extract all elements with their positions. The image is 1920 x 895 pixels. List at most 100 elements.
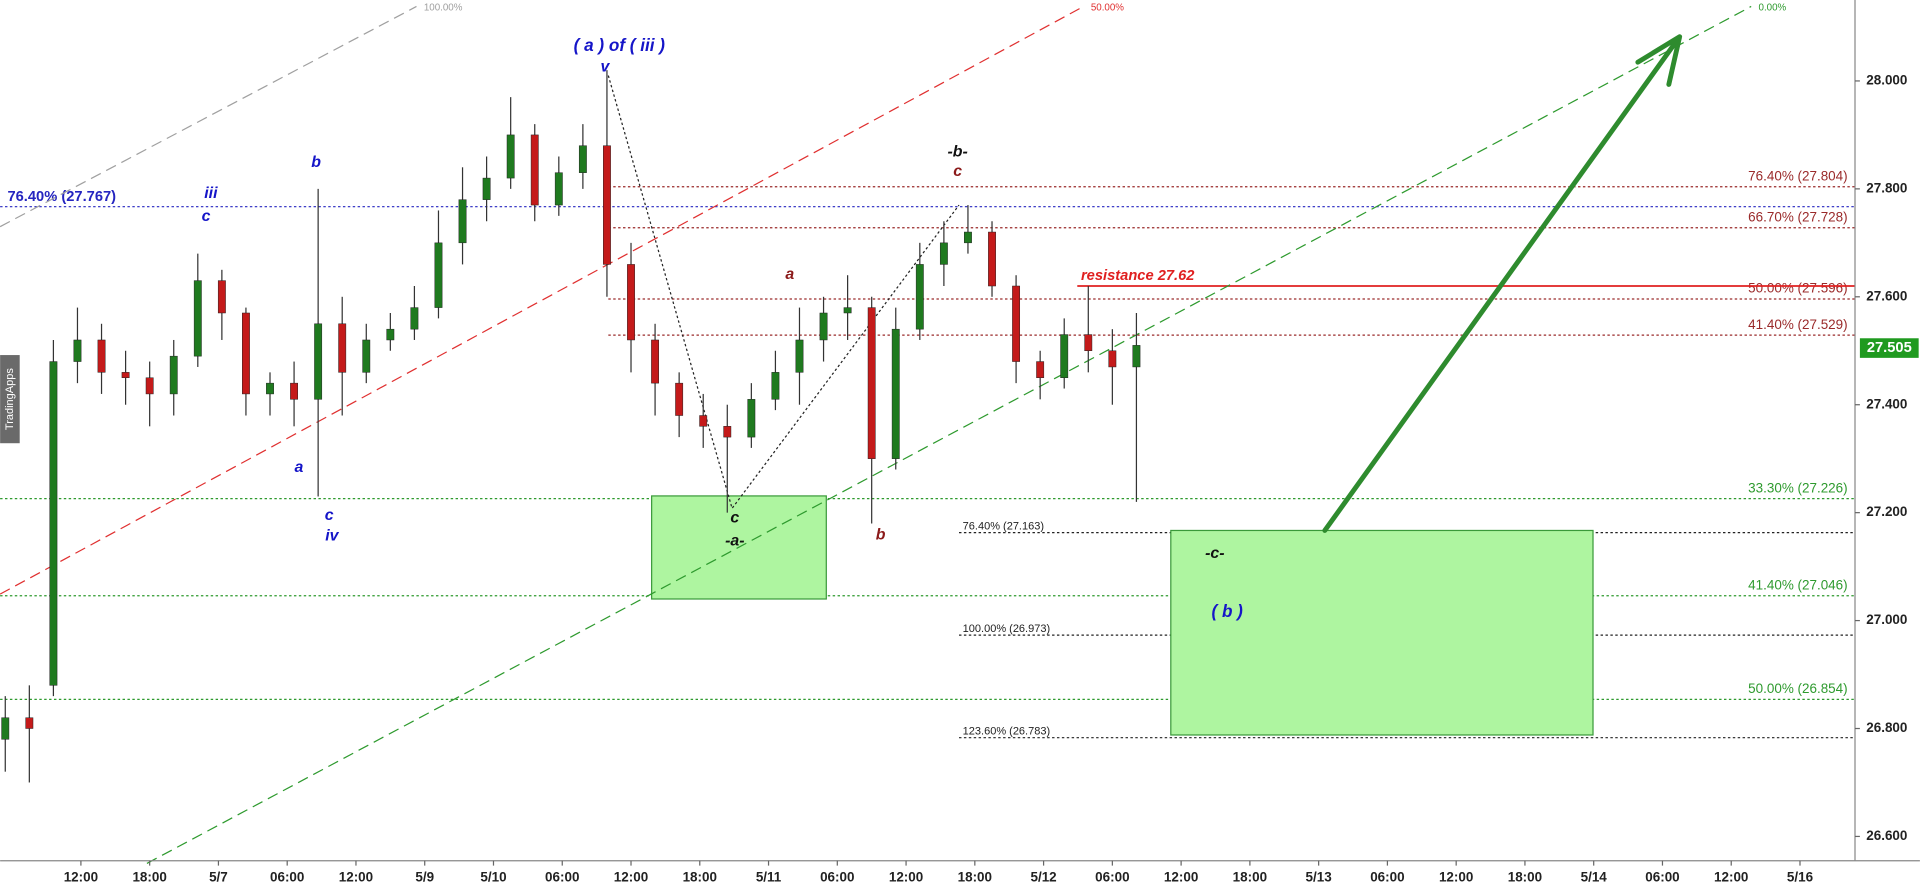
x-tick-label: 5/13 [1306,869,1332,884]
y-tick-label: 26.600 [1866,828,1907,843]
channel-label: 0.00% [1759,2,1787,13]
y-tick-label: 27.200 [1866,504,1907,519]
x-tick-label: 12:00 [1439,869,1473,884]
x-tick-label: 06:00 [820,869,854,884]
candle-body [362,339,371,373]
wave-label: c [325,507,334,524]
candle-body [699,415,708,427]
last-price-box [1859,338,1919,358]
candle-body [73,339,82,362]
candle-body [434,242,443,308]
candle-body [651,339,659,384]
channel-line [146,5,1752,864]
candle-body [338,323,347,373]
levels: 76.40% (27.767) 76.40% (27.804) 66.70% (27… [0,168,1855,739]
x-tick-label: 12:00 [1164,869,1198,884]
channel-label: 100.00% [424,2,463,13]
candle-body [964,231,972,244]
x-tick-label: 5/12 [1030,869,1056,884]
candle-body [530,134,539,206]
level-label: 76.40% (27.163) [963,520,1044,532]
last-price-label: 27.505 [1867,340,1912,356]
candle-body [1084,334,1093,352]
candle-body [410,307,419,330]
y-tick-label: 28.000 [1866,73,1907,88]
watermark: TradingApps [4,368,16,430]
candle-body [675,382,684,416]
level-label: 41.40% (27.046) [1748,578,1847,593]
level-label: 76.40% (27.767) [7,189,116,205]
wave-label: c [953,163,962,180]
x-tick-label: 5/11 [756,869,782,884]
x-tick-label: 06:00 [270,869,304,884]
y-tick-label: 27.800 [1866,180,1907,195]
x-tick-label: 18:00 [683,869,717,884]
candle-body [1,717,10,740]
candle-body [1012,285,1021,362]
level-label: 41.40% (27.529) [1748,317,1847,332]
wave-label: a [294,459,303,476]
wave-label: ( a ) of ( iii ) [574,35,666,55]
y-tick-label: 27.400 [1866,396,1907,411]
candle-body [747,399,756,438]
y-tick-label: 27.600 [1866,288,1907,303]
channel-label: 50.00% [1091,2,1124,13]
candle-body [795,339,804,373]
candle-body [843,307,852,314]
level-label: 33.30% (27.226) [1748,480,1847,495]
candle-body [1132,345,1141,368]
x-tick-label: 5/14 [1581,869,1608,884]
level-label: 100.00% (26.973) [963,623,1050,635]
y-tick-label: 27.000 [1866,612,1907,627]
level-label: 66.70% (27.728) [1748,209,1847,224]
candle-body [49,361,58,686]
level-label: 50.00% (27.596) [1748,281,1847,296]
level-label: 50.00% (26.854) [1748,681,1847,696]
candle-body [193,280,202,357]
candle-body [867,307,876,459]
candle-body [169,355,178,395]
watermark-tab [0,355,20,444]
x-tick-label: 06:00 [1370,869,1404,884]
candle-body [266,382,274,395]
annotations: ( a ) of ( iii ) v b iii c a c iv -b-c a b c -a- -c- (… [202,35,1244,621]
x-tick-label: 18:00 [132,869,166,884]
x-tick-label: 06:00 [1095,869,1129,884]
candle-body [97,339,106,373]
candle-body [242,312,250,395]
x-tick-label: 06:00 [545,869,579,884]
wave-label: ( b ) [1211,601,1243,621]
candle-body [290,382,298,400]
candle-body [554,172,563,206]
x-tick-label: 06:00 [1645,869,1679,884]
level-label: resistance 27.62 [1081,268,1195,284]
x-tick-label: 18:00 [1508,869,1542,884]
wave-label: -b- [947,143,967,160]
candle-body [1036,361,1045,378]
candle-body [482,177,491,200]
candles [1,70,1141,783]
candle-body [217,280,226,314]
x-tick-label: 5/9 [415,869,434,884]
wave-label: b [311,154,321,171]
candle-body [988,231,996,287]
level-label: 76.40% (27.804) [1748,168,1847,183]
candle-body [386,328,395,341]
wave-zigzag [607,75,960,510]
wave-label: a [785,266,794,283]
x-tick-label: 5/10 [480,869,506,884]
x-tick-label: 12:00 [339,869,373,884]
x-tick-label: 5/16 [1787,869,1813,884]
candle-body [939,242,948,265]
wave-label: b [876,527,886,544]
drawings: 100.00% 50.00% 0.00% [0,2,1787,864]
wave-label: c [730,509,739,526]
x-tick-label: 12:00 [1714,869,1748,884]
candle-body [314,323,323,400]
wave-label: v [600,59,610,76]
candle-body [891,328,900,459]
x-tick-label: 12:00 [614,869,648,884]
